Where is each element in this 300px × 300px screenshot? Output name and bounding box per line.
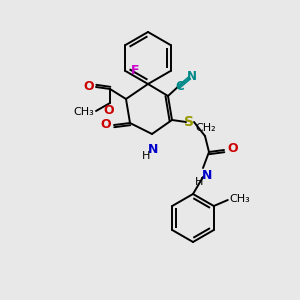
Text: O: O: [100, 118, 111, 131]
Text: F: F: [130, 64, 139, 76]
Text: O: O: [83, 80, 94, 92]
Text: S: S: [184, 115, 194, 129]
Text: CH₃: CH₃: [73, 107, 94, 117]
Text: N: N: [148, 143, 158, 156]
Text: O: O: [104, 104, 114, 117]
Text: N: N: [186, 70, 197, 83]
Text: N: N: [202, 169, 212, 182]
Text: CH₃: CH₃: [230, 194, 250, 204]
Text: C: C: [175, 80, 184, 92]
Text: CH₂: CH₂: [196, 123, 216, 133]
Text: H: H: [142, 151, 150, 161]
Text: O: O: [227, 142, 238, 155]
Text: H: H: [195, 177, 203, 187]
